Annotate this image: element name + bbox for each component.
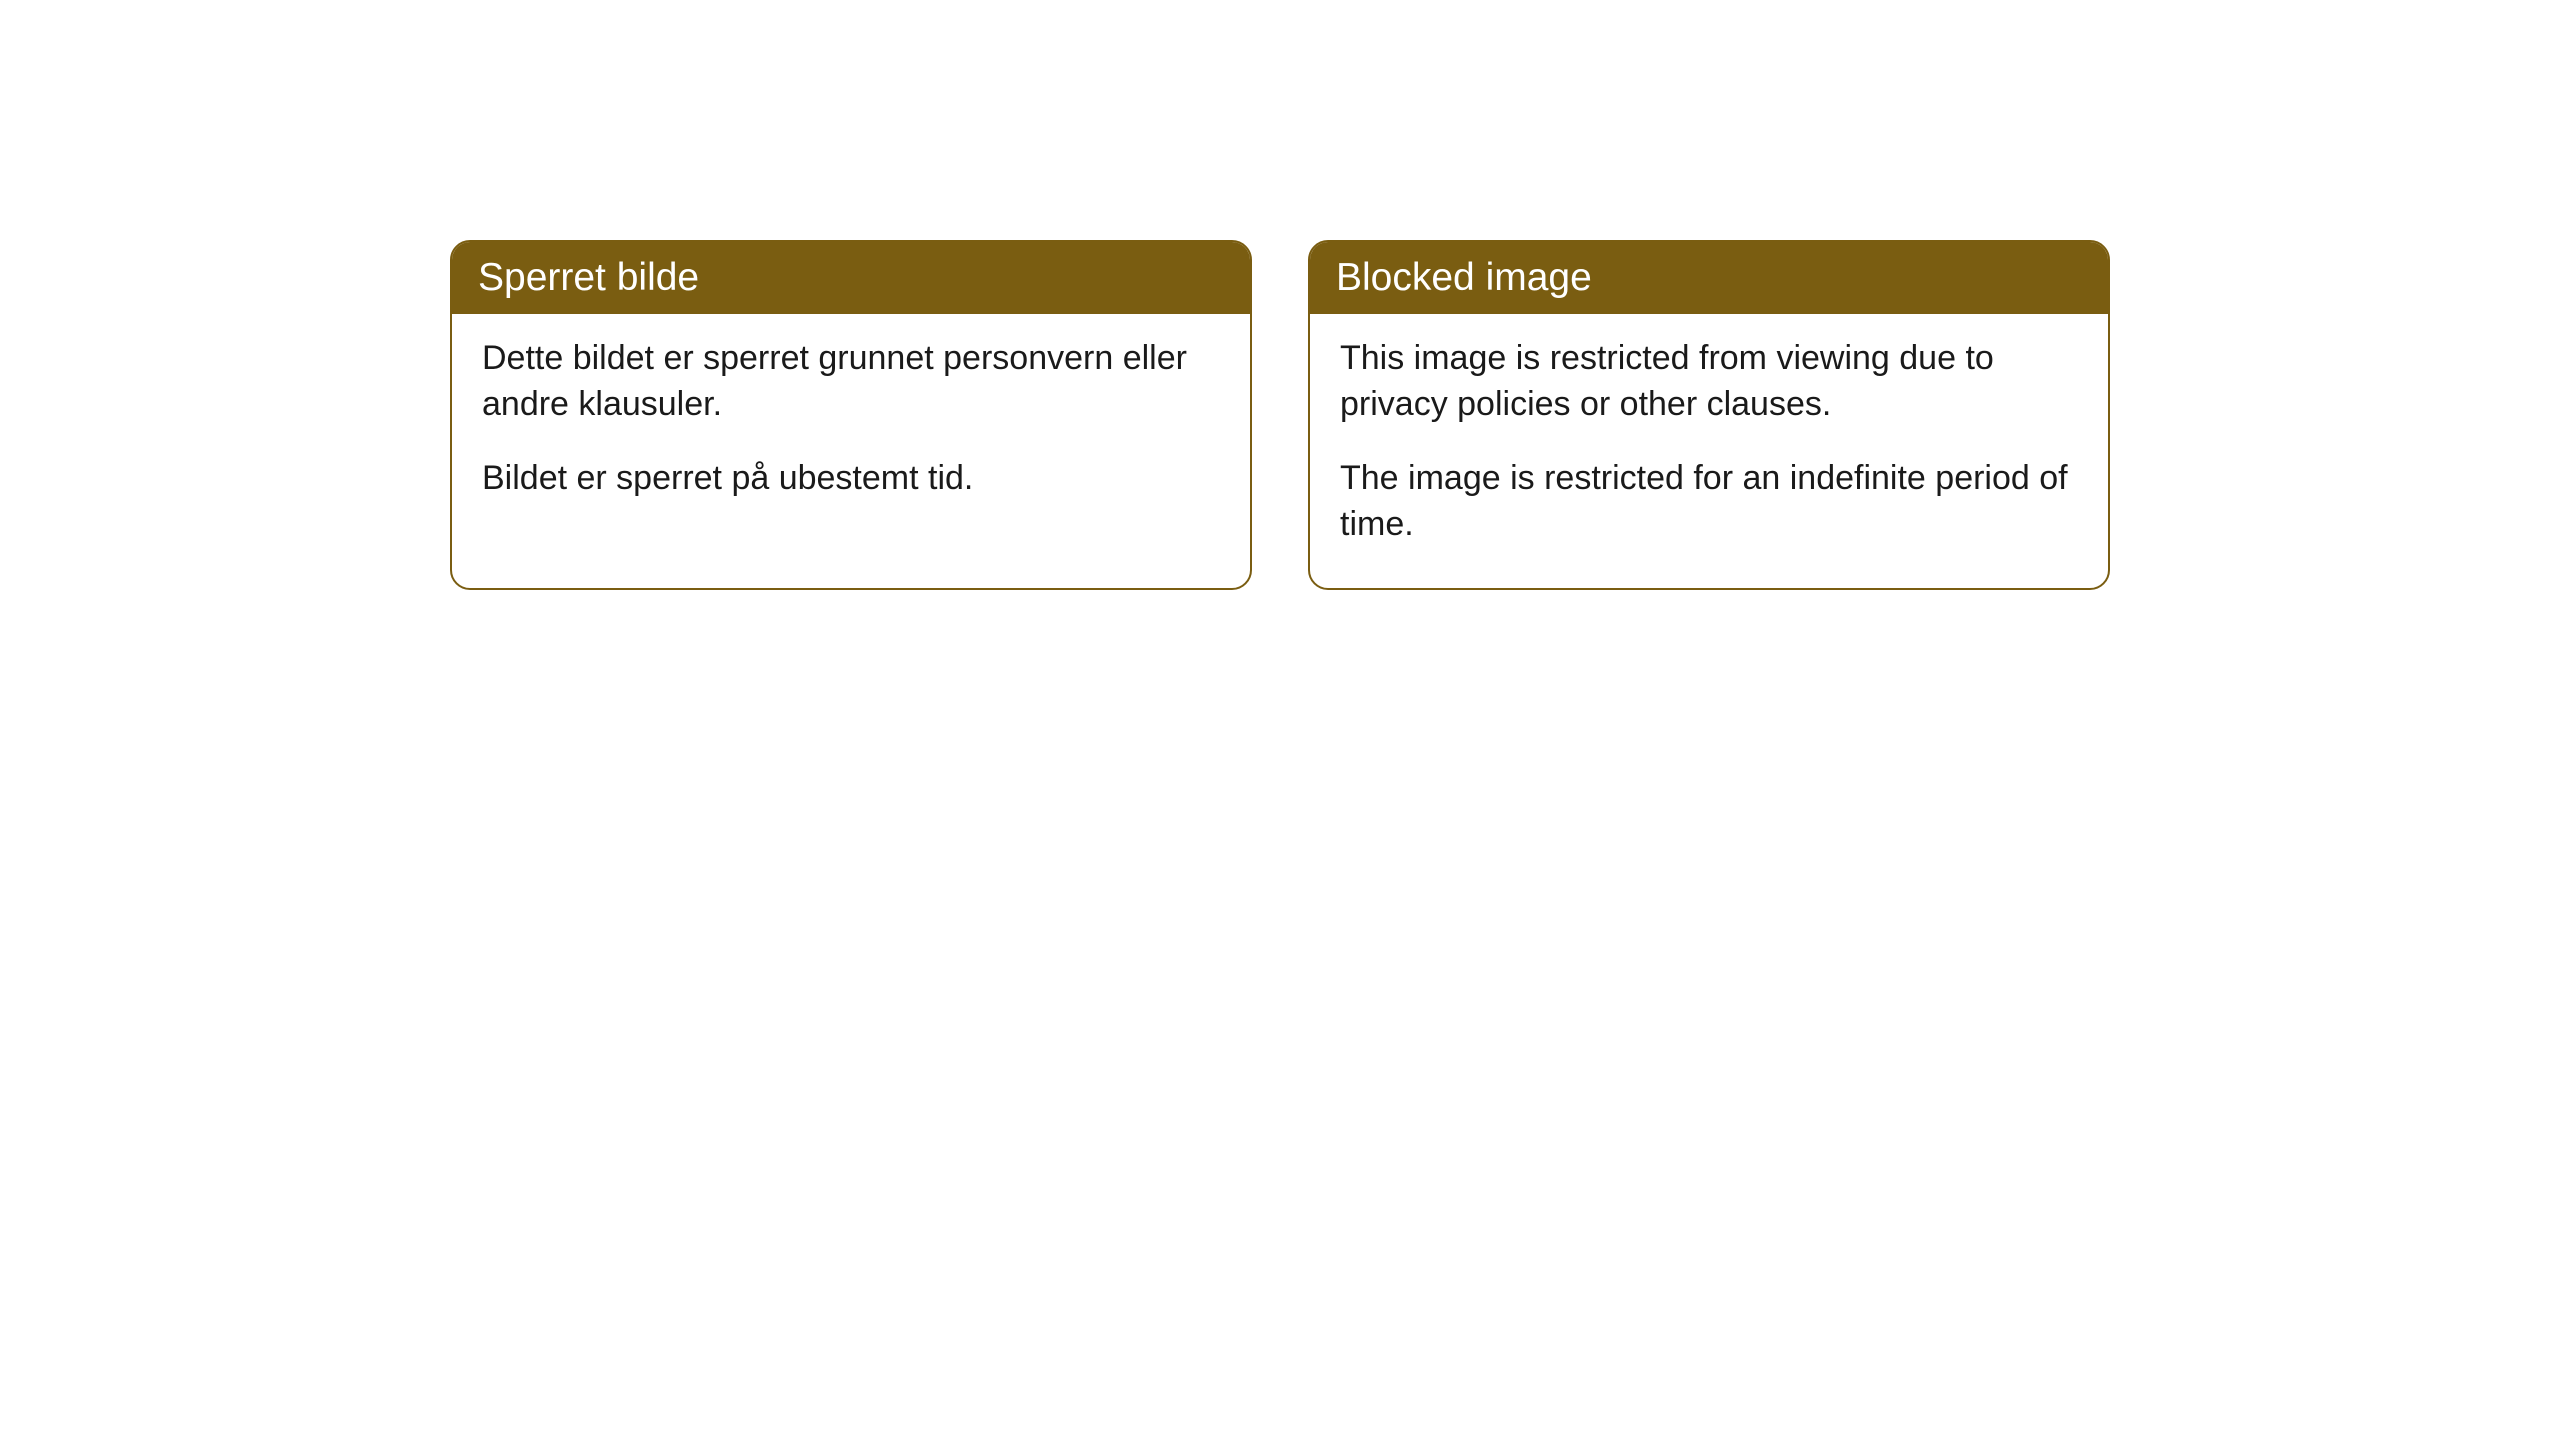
card-paragraph: Bildet er sperret på ubestemt tid. xyxy=(482,456,1220,502)
cards-container: Sperret bilde Dette bildet er sperret gr… xyxy=(450,240,2110,590)
card-paragraph: This image is restricted from viewing du… xyxy=(1340,336,2078,428)
card-body: Dette bildet er sperret grunnet personve… xyxy=(452,314,1250,542)
card-paragraph: Dette bildet er sperret grunnet personve… xyxy=(482,336,1220,428)
card-norwegian: Sperret bilde Dette bildet er sperret gr… xyxy=(450,240,1252,590)
card-paragraph: The image is restricted for an indefinit… xyxy=(1340,456,2078,548)
card-body: This image is restricted from viewing du… xyxy=(1310,314,2108,588)
card-header: Blocked image xyxy=(1310,242,2108,314)
card-english: Blocked image This image is restricted f… xyxy=(1308,240,2110,590)
card-header: Sperret bilde xyxy=(452,242,1250,314)
